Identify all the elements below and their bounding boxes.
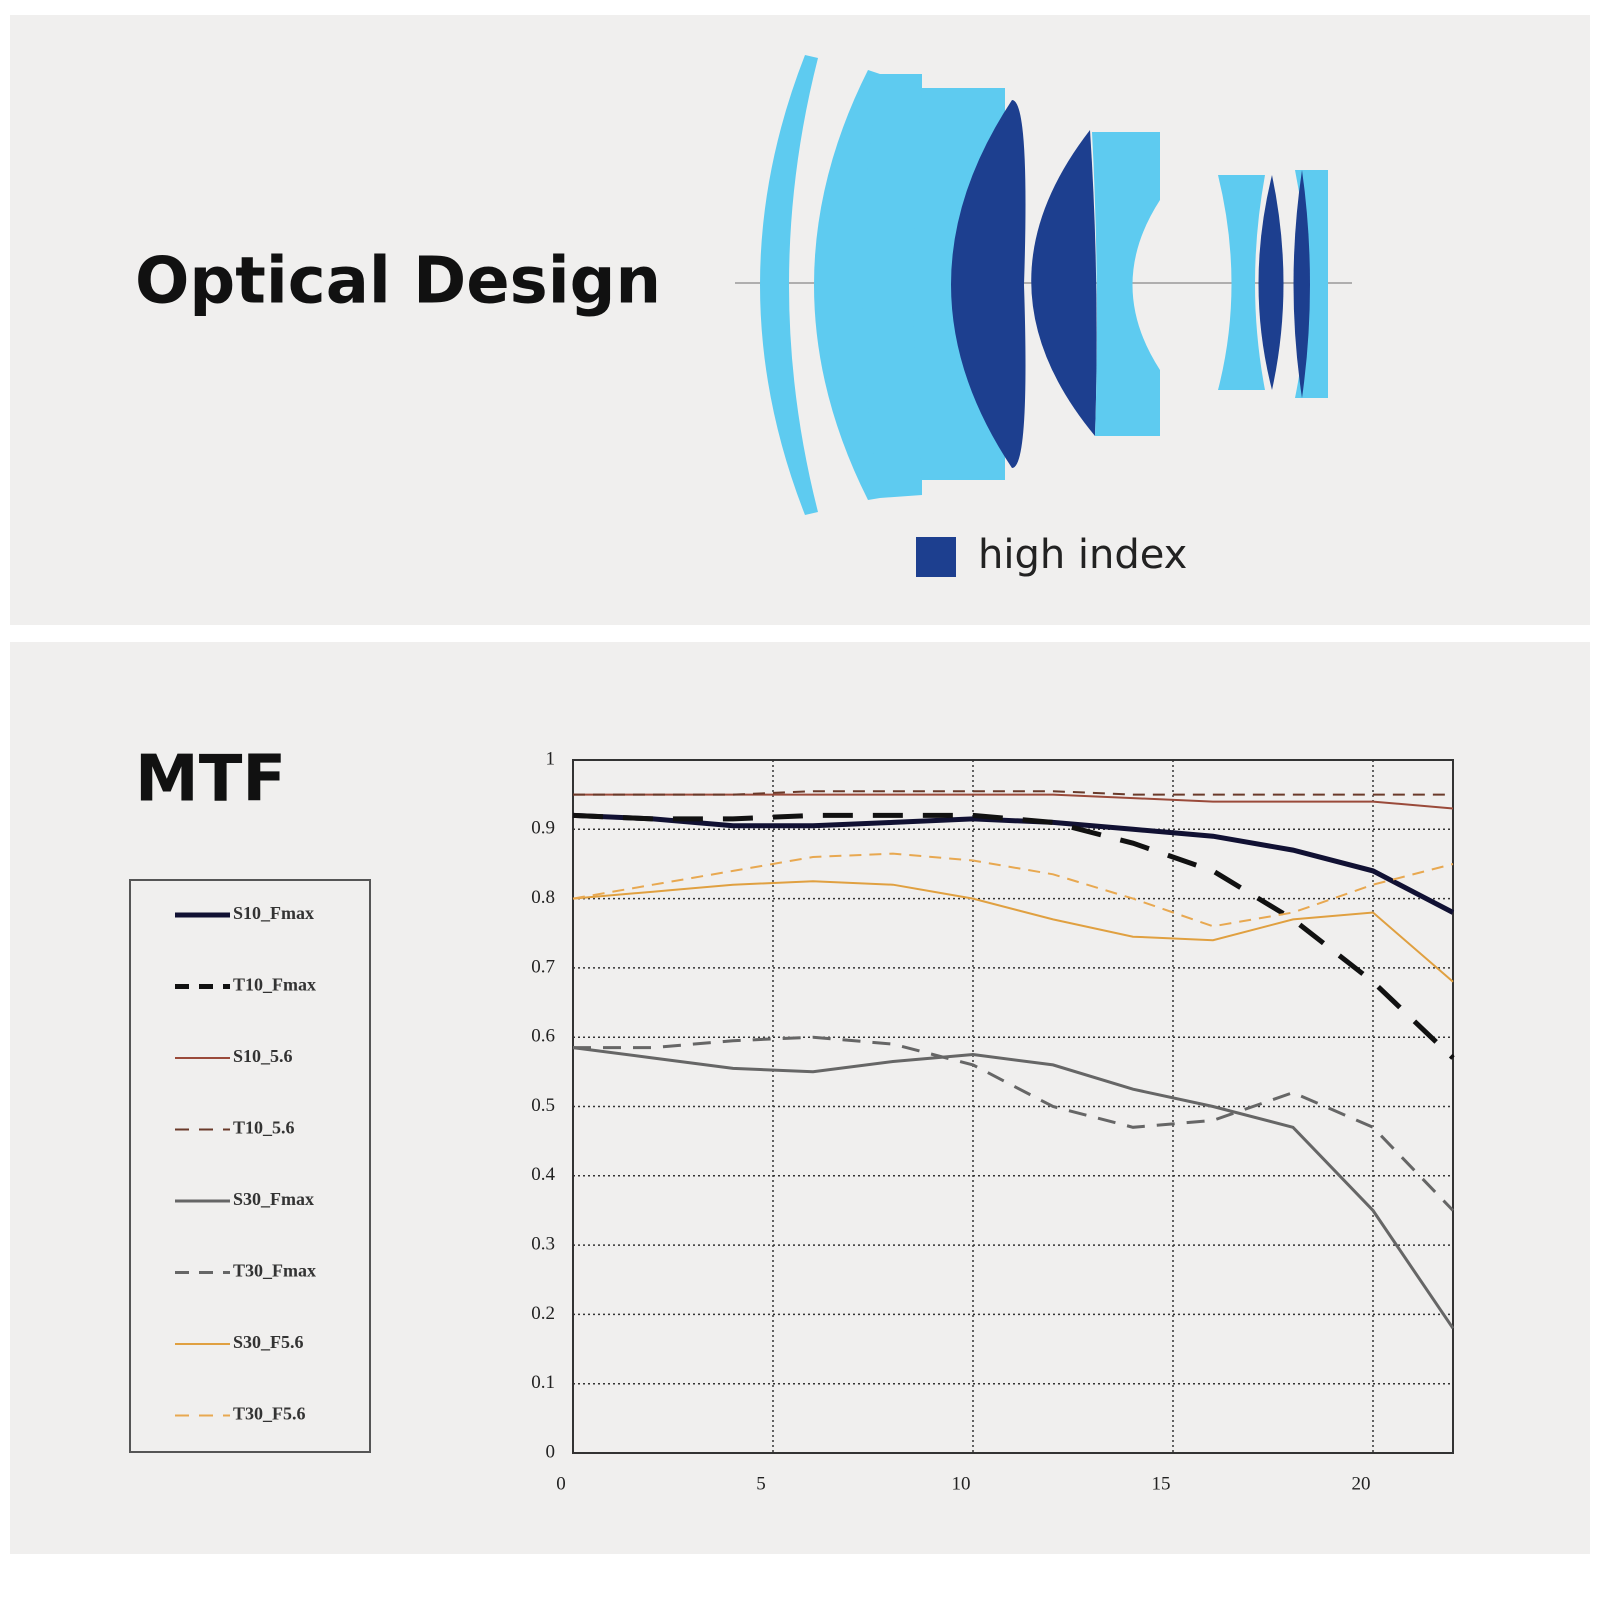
y-tick-label: 0.4 xyxy=(531,1164,555,1185)
legend-label: T10_5.6 xyxy=(233,1118,295,1138)
x-tick-label: 20 xyxy=(1352,1473,1371,1494)
lens-element xyxy=(1218,175,1265,390)
legend-label: T30_Fmax xyxy=(233,1261,316,1281)
legend-label: S10_Fmax xyxy=(233,903,314,923)
series-line xyxy=(572,880,1454,983)
legend-label: T10_Fmax xyxy=(233,975,316,995)
y-tick-label: 0 xyxy=(546,1441,556,1462)
series-line xyxy=(572,852,1454,928)
y-tick-label: 0.5 xyxy=(531,1095,555,1116)
y-tick-label: 0.8 xyxy=(531,887,555,908)
x-tick-label: 15 xyxy=(1152,1473,1171,1494)
lens-element xyxy=(862,74,922,498)
optical-title: Optical Design xyxy=(135,245,661,319)
y-tick-label: 0.9 xyxy=(531,818,555,839)
legend-label: S10_5.6 xyxy=(233,1046,293,1066)
x-tick-label: 10 xyxy=(952,1473,971,1494)
legend-swatch xyxy=(916,537,956,577)
lens-element xyxy=(814,70,880,500)
y-tick-label: 0.2 xyxy=(531,1303,555,1324)
series-line xyxy=(572,1046,1455,1330)
legend-label: S30_F5.6 xyxy=(233,1332,304,1352)
legend-label: high index xyxy=(978,532,1187,578)
series-line xyxy=(573,1035,1455,1212)
x-tick-label: 0 xyxy=(556,1473,566,1494)
series-line xyxy=(572,812,1455,1060)
y-tick-label: 0.1 xyxy=(531,1372,555,1393)
series-line xyxy=(572,812,1455,915)
lens-diagram xyxy=(735,55,1352,515)
legend-label: S30_Fmax xyxy=(233,1189,314,1209)
legend-label: T30_F5.6 xyxy=(233,1404,306,1424)
lens-element xyxy=(760,55,818,515)
y-tick-label: 0.3 xyxy=(531,1233,555,1254)
lens-element xyxy=(1295,170,1328,398)
y-tick-label: 0.7 xyxy=(531,956,555,977)
lens-element xyxy=(1092,132,1160,436)
high-index-element xyxy=(1293,170,1310,398)
chart-title: MTF xyxy=(135,743,286,817)
high-index-element xyxy=(1258,175,1284,390)
y-tick-label: 1 xyxy=(546,748,556,769)
legend-box xyxy=(129,879,371,1453)
y-tick-label: 0.6 xyxy=(531,1026,555,1047)
series-line xyxy=(573,790,1453,796)
high-index-element xyxy=(951,100,1026,468)
x-tick-label: 5 xyxy=(756,1473,766,1494)
high-index-element xyxy=(1031,130,1097,436)
